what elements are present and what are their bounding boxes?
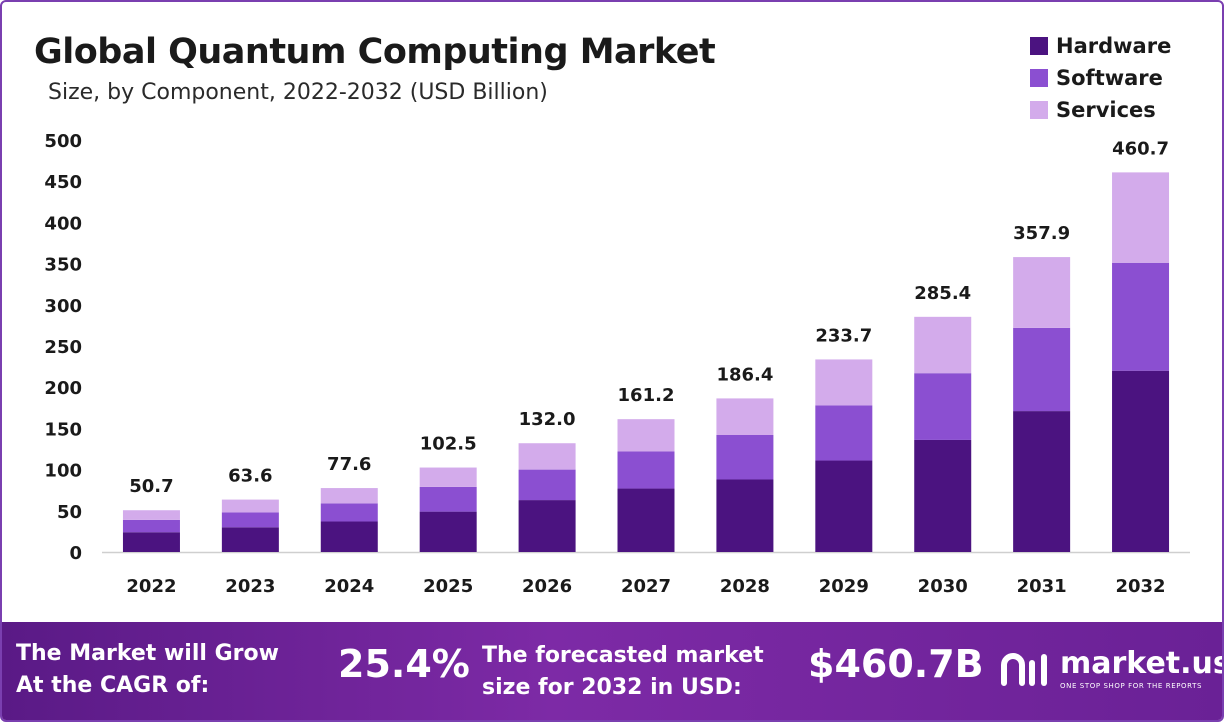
x-tick-label-2029: 2029 bbox=[819, 576, 869, 597]
x-tick-label-2030: 2030 bbox=[918, 576, 968, 597]
legend-item-services: Services bbox=[1030, 94, 1171, 126]
bar-hardware-2028 bbox=[716, 479, 774, 552]
cagr-caption: The Market will Grow At the CAGR of: bbox=[16, 638, 279, 702]
data-label-2023: 63.6 bbox=[228, 466, 272, 487]
x-tick-label-2026: 2026 bbox=[522, 576, 572, 597]
data-label-2025: 102.5 bbox=[420, 434, 477, 455]
bar-services-2024 bbox=[320, 488, 378, 504]
cagr-caption-line1: The Market will Grow bbox=[16, 641, 279, 666]
data-label-2026: 132.0 bbox=[519, 409, 576, 430]
bar-hardware-2032 bbox=[1112, 370, 1170, 552]
bar-services-2027 bbox=[617, 419, 675, 452]
bar-hardware-2024 bbox=[320, 521, 378, 552]
y-tick-label: 200 bbox=[44, 378, 82, 399]
data-label-2022: 50.7 bbox=[129, 476, 173, 497]
bar-services-2032 bbox=[1112, 172, 1170, 263]
cagr-value: 25.4% bbox=[338, 642, 470, 686]
data-label-2031: 357.9 bbox=[1013, 223, 1070, 244]
bar-services-2026 bbox=[518, 443, 576, 470]
bar-software-2025 bbox=[419, 486, 477, 512]
y-tick-label: 500 bbox=[44, 131, 82, 152]
bar-services-2023 bbox=[221, 499, 279, 513]
y-tick-label: 250 bbox=[44, 337, 82, 358]
data-label-2024: 77.6 bbox=[327, 454, 371, 475]
legend-swatch-hardware bbox=[1030, 37, 1048, 55]
chart-title: Global Quantum Computing Market bbox=[34, 32, 716, 72]
data-label-2028: 186.4 bbox=[716, 364, 773, 385]
y-tick-label: 350 bbox=[44, 255, 82, 276]
cagr-caption-line2: At the CAGR of: bbox=[16, 673, 210, 698]
legend-label-hardware: Hardware bbox=[1056, 34, 1172, 58]
bar-software-2027 bbox=[617, 451, 675, 489]
legend-label-software: Software bbox=[1056, 66, 1163, 90]
market-us-logo-icon bbox=[1001, 653, 1047, 686]
legend-swatch-software bbox=[1030, 69, 1048, 87]
data-label-2029: 233.7 bbox=[815, 325, 872, 346]
x-tick-label-2032: 2032 bbox=[1115, 576, 1165, 597]
bar-services-2022 bbox=[122, 510, 180, 520]
data-label-2030: 285.4 bbox=[914, 283, 971, 304]
legend-swatch-services bbox=[1030, 101, 1048, 119]
bar-software-2026 bbox=[518, 469, 576, 501]
bar-hardware-2030 bbox=[914, 439, 972, 552]
bar-software-2032 bbox=[1112, 262, 1170, 371]
bar-services-2025 bbox=[419, 467, 477, 487]
legend-item-hardware: Hardware bbox=[1030, 30, 1171, 62]
bar-software-2024 bbox=[320, 503, 378, 522]
bar-hardware-2031 bbox=[1013, 411, 1071, 552]
x-tick-label-2023: 2023 bbox=[225, 576, 275, 597]
y-tick-label: 0 bbox=[69, 543, 82, 564]
bar-hardware-2027 bbox=[617, 488, 675, 552]
bar-services-2028 bbox=[716, 398, 774, 435]
bar-software-2023 bbox=[221, 512, 279, 528]
bar-services-2031 bbox=[1013, 257, 1071, 328]
x-tick-label-2024: 2024 bbox=[324, 576, 374, 597]
legend-label-services: Services bbox=[1056, 98, 1156, 122]
x-tick-label-2031: 2031 bbox=[1017, 576, 1067, 597]
y-tick-label: 50 bbox=[57, 502, 82, 523]
forecast-caption-line1: The forecasted market bbox=[482, 643, 764, 668]
bar-hardware-2023 bbox=[221, 527, 279, 552]
data-label-2027: 161.2 bbox=[618, 385, 675, 406]
bar-software-2029 bbox=[815, 405, 873, 461]
y-tick-label: 450 bbox=[44, 172, 82, 193]
bar-hardware-2026 bbox=[518, 500, 576, 552]
y-tick-label: 150 bbox=[44, 419, 82, 440]
x-tick-label-2022: 2022 bbox=[126, 576, 176, 597]
chart-subtitle: Size, by Component, 2022-2032 (USD Billi… bbox=[48, 80, 548, 105]
forecast-caption-line2: size for 2032 in USD: bbox=[482, 675, 742, 700]
bar-software-2022 bbox=[122, 519, 180, 533]
bar-software-2028 bbox=[716, 434, 774, 480]
forecast-value: $460.7B bbox=[808, 642, 984, 686]
y-tick-label: 400 bbox=[44, 213, 82, 234]
stacked-bar-chart: 0 50 100 150 200 250 300 350 400 450 500 50.7 2022 63… bbox=[44, 131, 1190, 597]
x-tick-label-2025: 2025 bbox=[423, 576, 473, 597]
data-label-2032: 460.7 bbox=[1112, 138, 1169, 159]
brand-tagline: ONE STOP SHOP FOR THE REPORTS bbox=[1060, 682, 1203, 690]
y-tick-label: 300 bbox=[44, 296, 82, 317]
footer-banner: The Market will Grow At the CAGR of: 25.… bbox=[2, 622, 1224, 720]
bar-hardware-2029 bbox=[815, 460, 873, 552]
bar-hardware-2025 bbox=[419, 511, 477, 552]
legend: Hardware Software Services bbox=[1030, 30, 1171, 126]
bar-services-2030 bbox=[914, 316, 972, 374]
bar-services-2029 bbox=[815, 359, 873, 406]
x-tick-label-2027: 2027 bbox=[621, 576, 671, 597]
y-tick-label: 100 bbox=[44, 461, 82, 482]
forecast-caption: The forecasted market size for 2032 in U… bbox=[482, 640, 764, 704]
bar-hardware-2022 bbox=[122, 532, 180, 552]
bar-software-2031 bbox=[1013, 327, 1071, 412]
legend-item-software: Software bbox=[1030, 62, 1171, 94]
bar-software-2030 bbox=[914, 373, 972, 440]
brand-name: market.us bbox=[1060, 646, 1224, 681]
x-tick-label-2028: 2028 bbox=[720, 576, 770, 597]
brand-logo-group: market.us ONE STOP SHOP FOR THE REPORTS bbox=[998, 646, 1224, 690]
